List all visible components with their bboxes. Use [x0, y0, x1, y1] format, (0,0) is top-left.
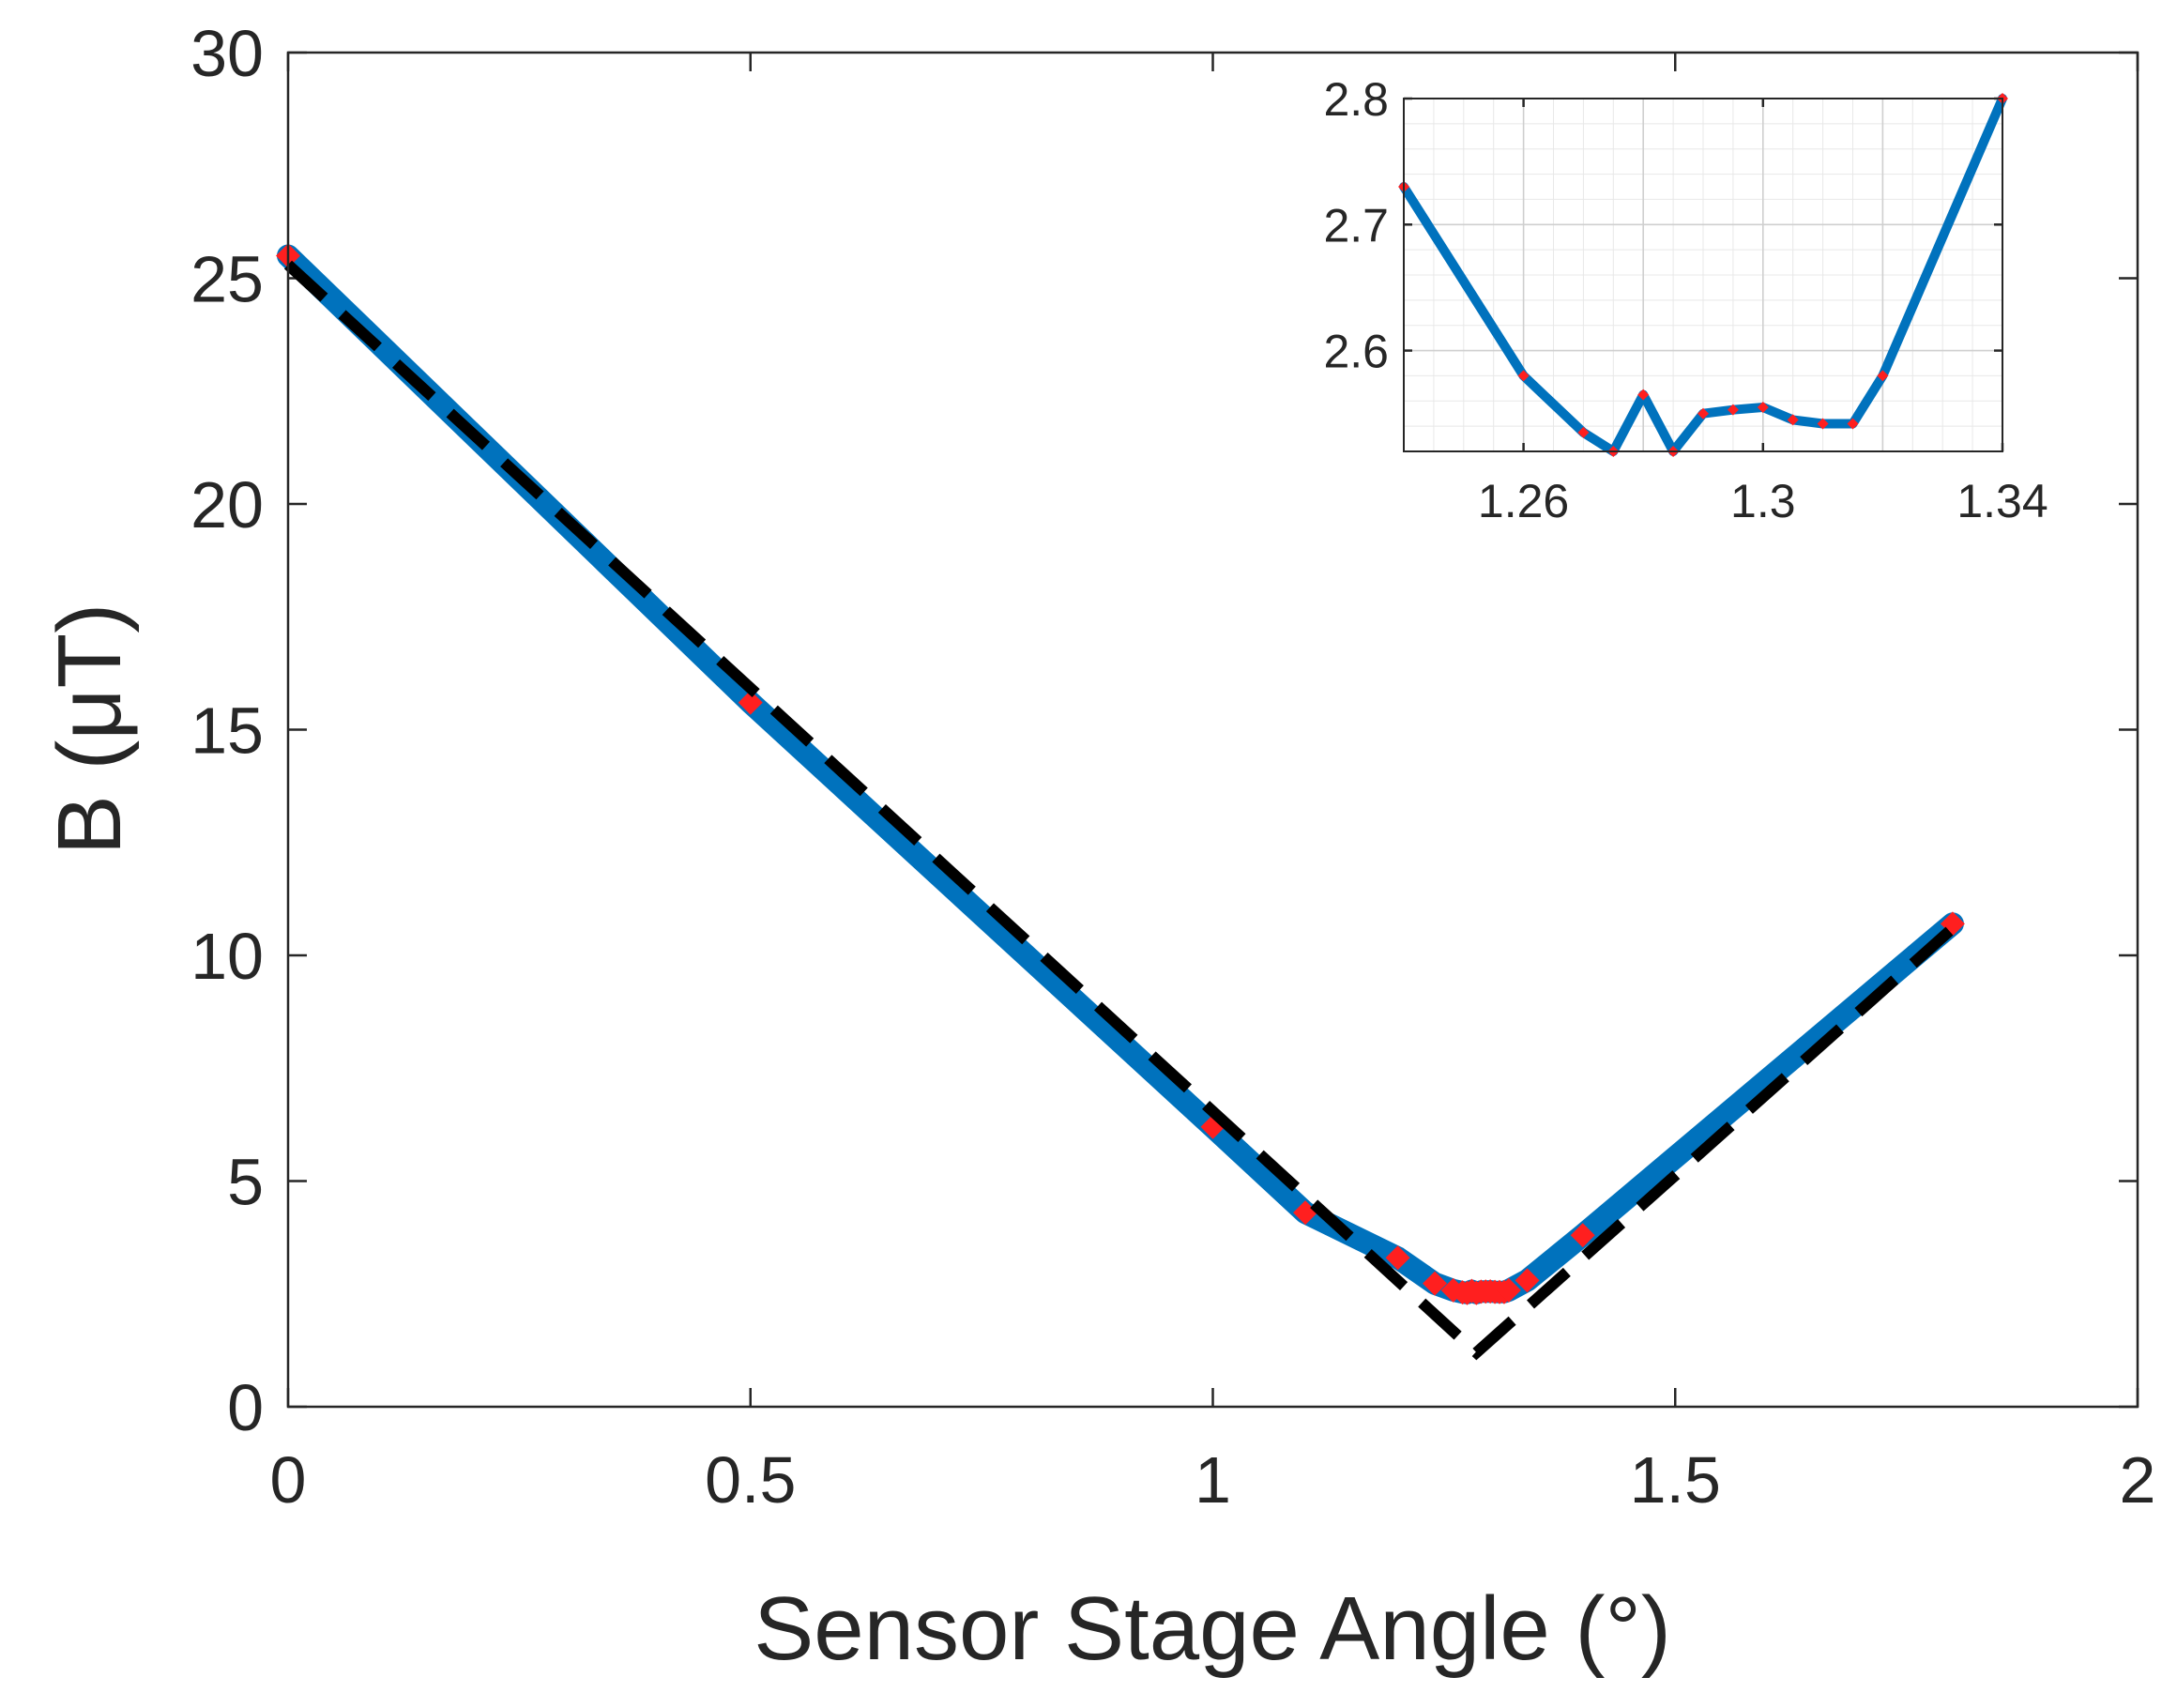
- main-x-tick-label: 1: [1195, 1443, 1231, 1517]
- y-axis-label: B (μT): [39, 603, 140, 856]
- inset-data-point: [1727, 404, 1739, 416]
- x-axis-label: Sensor Stage Angle (°): [754, 1578, 1671, 1679]
- main-x-tick-label: 0: [270, 1443, 307, 1517]
- main-data-point: [738, 690, 763, 715]
- inset-x-tick-label: 1.3: [1730, 475, 1796, 527]
- main-x-tick-label: 2: [2120, 1443, 2156, 1517]
- inset-plot-frame: [1403, 98, 2003, 452]
- inset-x-tick-label: 1.26: [1478, 475, 1569, 527]
- inset-data-point: [1877, 370, 1889, 382]
- main-data-point: [1496, 1277, 1521, 1303]
- main-y-tick-label: 0: [227, 1371, 264, 1444]
- inset-x-tick-label: 1.34: [1956, 475, 2048, 527]
- inset-grid: [1403, 98, 2003, 451]
- main-series-fit-line: [283, 260, 1956, 1361]
- inset-data-point: [1577, 426, 1590, 438]
- main-data-point: [1515, 1268, 1540, 1293]
- inset-data-point: [1817, 418, 1829, 430]
- main-y-tick-label: 15: [190, 694, 264, 768]
- main-y-tick-label: 5: [227, 1146, 264, 1219]
- inset-data-point: [1787, 414, 1799, 426]
- main-series: [276, 243, 1965, 1361]
- main-data-point: [1385, 1245, 1410, 1271]
- inset-y-tick-label: 2.8: [1323, 73, 1389, 126]
- inset-data-point: [1637, 389, 1650, 401]
- main-plot-frame: [286, 51, 2139, 1409]
- main-y-tick-label: 20: [190, 468, 264, 541]
- main-data-point: [1570, 1223, 1595, 1248]
- inset-y-tick-label: 2.6: [1323, 326, 1389, 378]
- inset-data-point: [1697, 407, 1709, 419]
- inset-data-point: [1517, 370, 1530, 382]
- main-x-tick-label: 0.5: [705, 1443, 796, 1517]
- inset-axes: 1.26 1.3 1.34 2.6 2.7 2.8: [1323, 73, 2048, 527]
- main-x-tick-label: 1.5: [1630, 1443, 1721, 1517]
- main-data-point: [1423, 1271, 1448, 1296]
- inset-tick-labels: 1.26 1.3 1.34 2.6 2.7 2.8: [1323, 73, 2048, 527]
- inset-y-tick-label: 2.7: [1323, 199, 1389, 252]
- inset-data-point: [1847, 418, 1859, 430]
- main-y-tick-label: 25: [190, 243, 264, 316]
- main-y-tick-label: 30: [190, 17, 264, 90]
- inset-data-point: [1757, 402, 1769, 413]
- main-y-tick-label: 10: [190, 920, 264, 993]
